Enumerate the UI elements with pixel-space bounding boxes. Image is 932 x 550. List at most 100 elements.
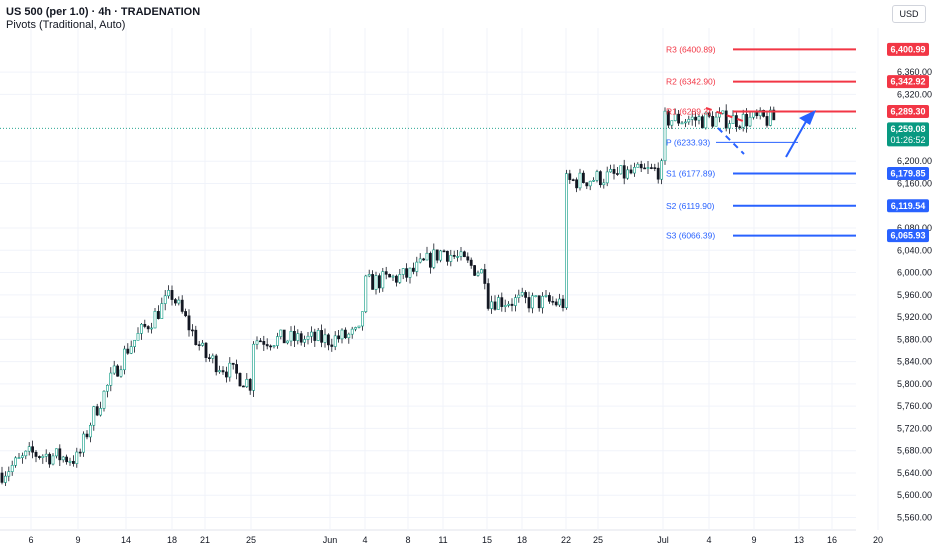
y-tick-label: 5,640.00 [897,468,932,478]
candle-body [248,379,252,391]
candle-body [323,334,327,343]
y-tick-label: 5,880.00 [897,334,932,344]
candle-body [585,182,589,187]
candle-body [157,311,160,319]
y-tick-label: 6,040.00 [897,245,932,255]
candle-body [51,455,55,465]
candle-body [507,303,511,306]
candle-body [456,256,460,258]
candle-body [320,330,324,343]
candle-body [252,343,256,391]
candle-body [78,451,82,454]
candle-body [54,448,58,457]
candle-body [537,295,541,309]
candle-body [330,344,334,347]
wedge-lower-line[interactable] [717,127,745,155]
candle-body [4,475,7,483]
candle-body [89,424,92,438]
x-tick-label: 4 [362,535,367,545]
candles [0,104,776,486]
candle-body [415,261,419,272]
candle-body [303,339,307,343]
y-tick-label: 5,840.00 [897,357,932,367]
candle-body [615,173,619,175]
candle-body [126,348,130,354]
indicator-label[interactable]: Pivots (Traditional, Auto) [6,19,126,31]
x-tick-label: 20 [873,535,883,545]
candle-body [204,342,208,358]
candle-body [95,406,99,416]
candle-body [656,167,660,180]
candle-body [119,369,123,377]
candle-body [568,173,572,180]
pivot-badge-text: 6,179.85 [890,169,925,179]
x-tick-label: 11 [438,535,447,545]
candle-body [398,274,402,283]
candle-body [255,340,259,345]
last-price-text: 6,259.08 [890,124,925,134]
candle-body [72,460,75,464]
candle-body [112,365,116,374]
x-tick-label: 14 [121,535,131,545]
x-tick-label: 25 [593,535,603,545]
candle-body [360,311,364,327]
candle-body [673,113,677,122]
candle-body [602,182,606,186]
candle-body [286,340,290,344]
candle-body [367,274,371,277]
candle-body [405,268,409,278]
candle-body [503,305,507,307]
candle-body [92,406,96,426]
y-tick-label: 5,600.00 [897,490,932,500]
currency-button[interactable]: USD [892,5,926,23]
candle-body [595,171,599,181]
candle-body [636,163,640,168]
candle-body [479,269,483,274]
candle-body [428,252,432,268]
candle-body [435,249,439,261]
candle-body [422,258,426,261]
wedge-upper-line[interactable] [705,107,747,123]
candle-body [343,329,347,339]
pivot-badge-r2 [887,75,929,89]
candle-body [106,384,109,392]
candle-body [483,269,487,284]
candle-body [547,295,551,302]
candle-body [313,331,317,341]
last-price-badge [887,122,929,147]
candle-body [102,390,106,409]
candle-body [632,167,636,174]
candle-body [473,265,477,276]
candle-body [493,301,497,310]
candle-body [411,267,415,272]
candle-body [347,333,351,339]
candle-body [578,172,582,189]
candle-body [153,311,157,329]
pivot-badge-text: 6,342.92 [890,77,925,87]
candle-body [61,456,65,461]
forecast-arrow-line[interactable] [785,117,809,158]
candle-body [476,272,480,276]
price-badges: 6,400.99 6,342.92 6,289.30 6,179.85 6,119.54… [887,42,929,243]
candle-body [391,275,395,278]
candle-body [581,172,585,183]
candle-body [201,342,205,346]
candle-body [520,292,524,296]
candle-body [500,297,504,307]
candle-body [772,109,776,121]
candle-body [180,299,184,312]
candle-body [279,329,283,337]
forecast-arrow-head[interactable] [799,110,816,125]
candle-body [34,451,38,457]
candle-body [245,379,249,388]
pivot-label-s1: S1 (6177.89) [666,169,715,179]
candle-body [170,290,174,300]
x-tick-label: 18 [517,535,527,545]
candle-body [517,294,521,298]
y-tick-label: 5,560.00 [897,513,932,523]
candle-body [728,123,732,129]
candle-body [225,371,228,378]
candle-body [558,298,562,306]
candle-body [690,116,694,120]
